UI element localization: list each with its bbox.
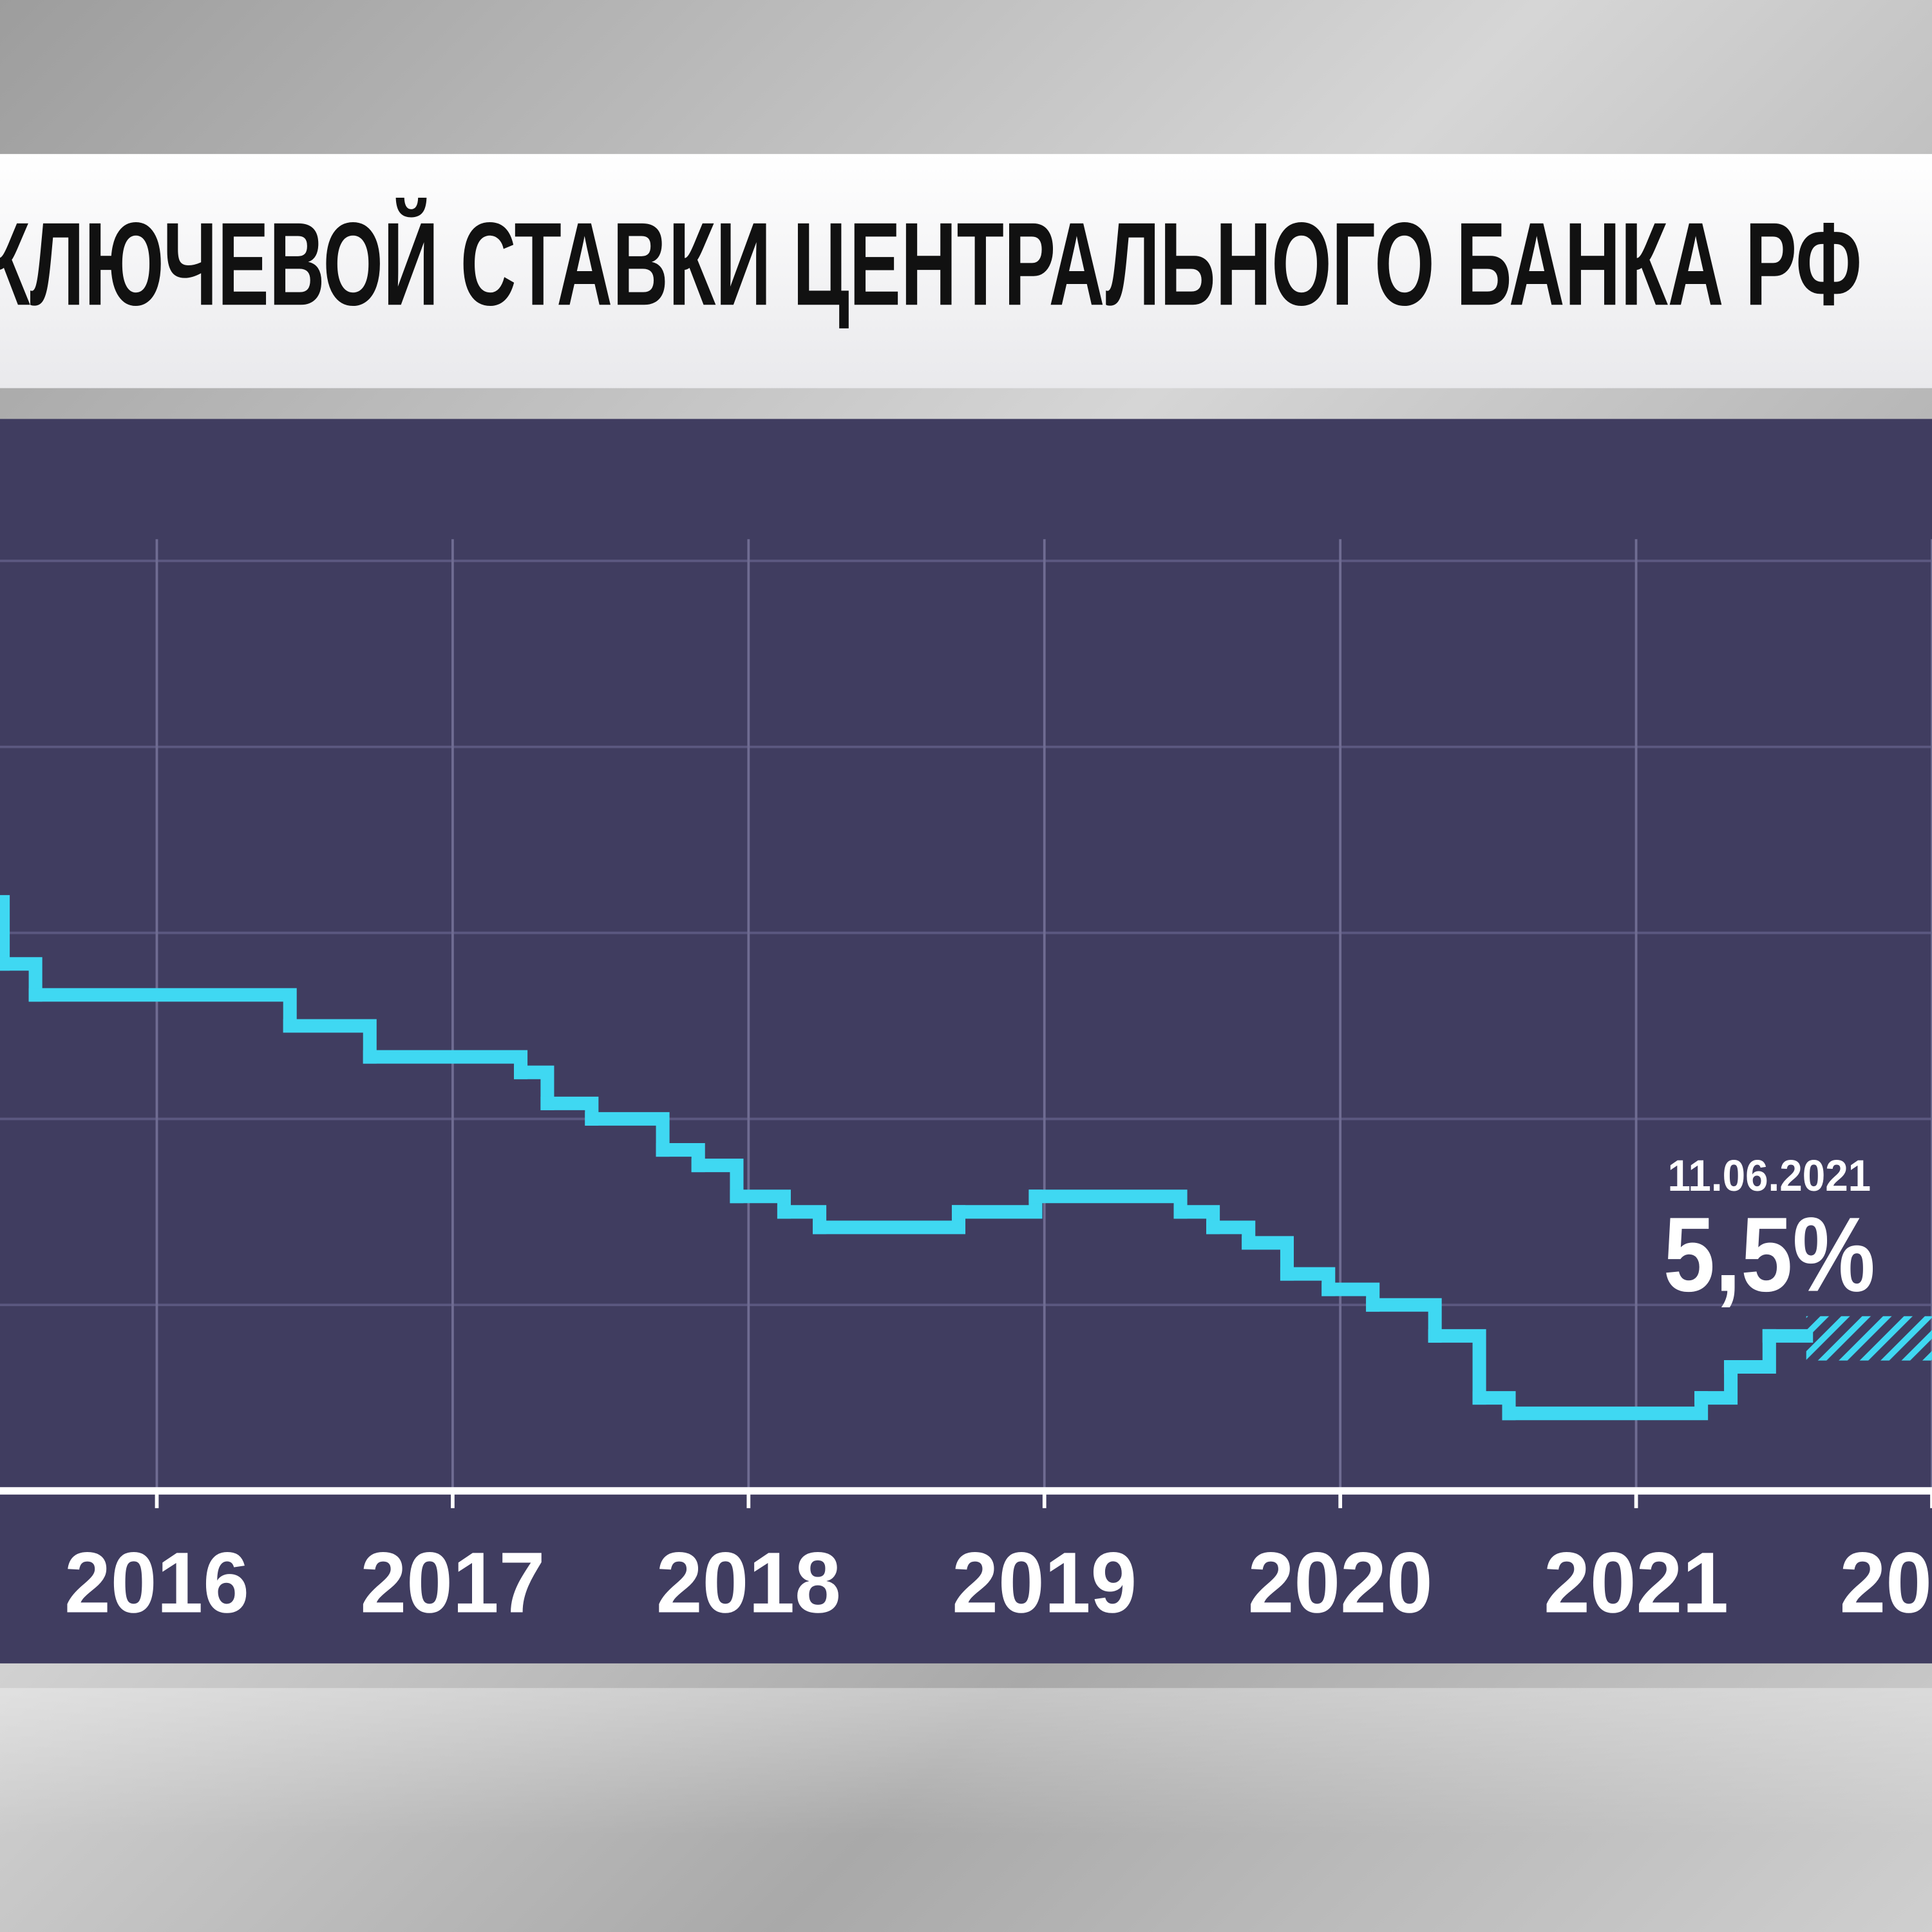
title-banner (0, 154, 1932, 388)
x-tick-label: 2022 (1840, 1535, 1932, 1631)
value-label: 5,5% (1663, 1195, 1875, 1314)
x-tick-label: 2017 (360, 1535, 545, 1631)
step-segment (691, 1159, 744, 1204)
step-segment (585, 1112, 670, 1157)
annotation-date: 11.06.2021 (1667, 1151, 1871, 1200)
x-tick-label: 2016 (64, 1535, 249, 1631)
reflection (0, 1688, 1932, 1836)
x-tick-label: 2021 (1544, 1535, 1728, 1631)
x-tick-label: 2018 (656, 1535, 841, 1631)
plot-panel (0, 419, 1932, 1663)
x-tick-label: 2019 (952, 1535, 1137, 1631)
step-segment (1242, 1236, 1294, 1281)
step-segment (514, 1065, 554, 1110)
plot-area: 2016 2017 2018 2019 2020 2021 2022 11.06.20215,… (0, 539, 1932, 1631)
step-segment (28, 988, 297, 1033)
step-segment (1428, 1329, 1486, 1405)
chart-title: КЛЮЧЕВОЙ СТАВКИ ЦЕНТРАЛЬНОГО БАНКА РФ (0, 197, 1862, 330)
forecast-hatch (1806, 1316, 1932, 1361)
step-segment (0, 957, 43, 1002)
step-segment (1694, 1359, 1738, 1405)
step-segment (0, 895, 10, 971)
step-segment (1724, 1329, 1776, 1374)
x-tick-label: 2020 (1248, 1535, 1433, 1631)
step-segment (1366, 1298, 1442, 1343)
step-segment (283, 1019, 377, 1064)
